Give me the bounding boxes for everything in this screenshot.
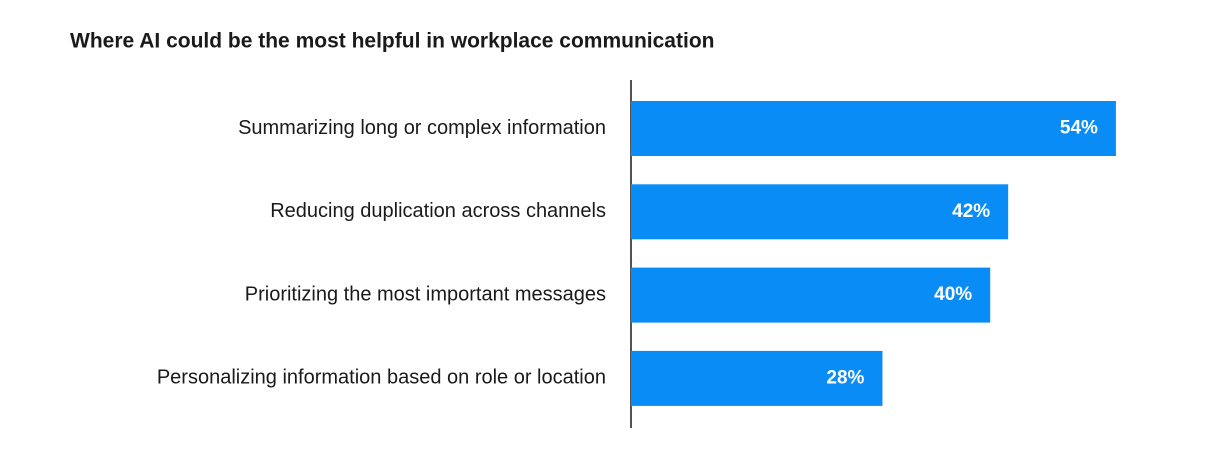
value-label: 54% <box>1060 118 1098 139</box>
value-label: 28% <box>826 367 864 388</box>
bar <box>631 184 1009 240</box>
value-label: 40% <box>934 284 972 305</box>
value-label: 42% <box>952 201 990 222</box>
bar <box>631 267 991 323</box>
category-label: Summarizing long or complex information <box>238 117 606 139</box>
bar <box>631 101 1116 156</box>
category-label: Prioritizing the most important messages <box>245 283 606 305</box>
bar <box>631 350 883 406</box>
category-label: Personalizing information based on role … <box>157 367 606 389</box>
chart-title: Where AI could be the most helpful in wo… <box>70 30 714 53</box>
category-label: Reducing duplication across channels <box>270 200 606 222</box>
